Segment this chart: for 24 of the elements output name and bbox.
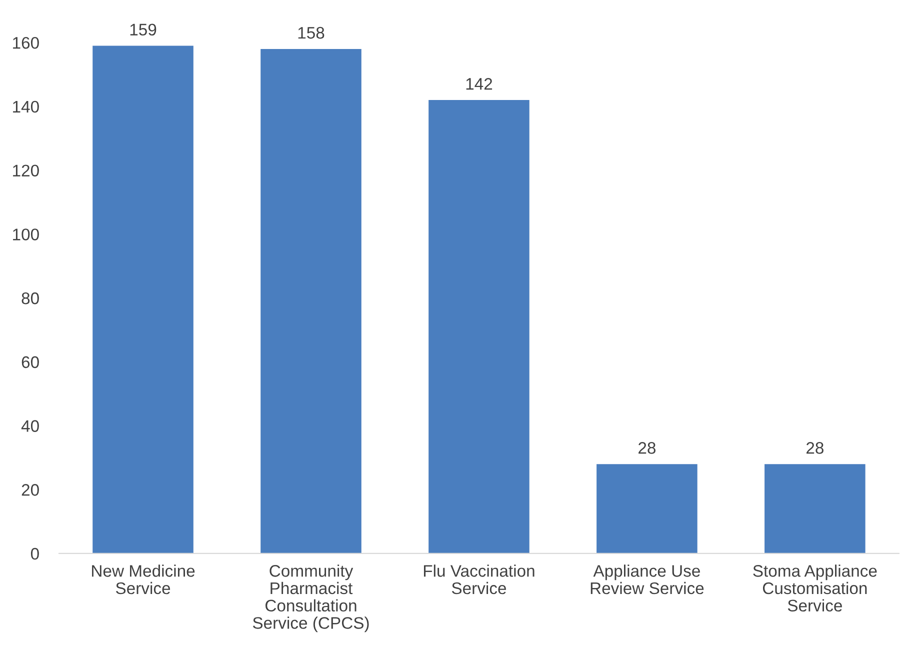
- data-label: 28: [806, 442, 824, 454]
- y-tick-label: 40: [21, 420, 39, 432]
- y-tick-label: 140: [13, 100, 39, 113]
- x-tick-label: Flu Vaccination Service: [424, 564, 534, 594]
- y-tick-label: 120: [13, 164, 39, 177]
- bar: [596, 464, 698, 554]
- x-tick-label: Stoma Appliance Customisation Service: [753, 564, 877, 612]
- y-tick-label: 20: [22, 484, 39, 496]
- y-tick-label: 80: [22, 292, 39, 304]
- y-tick-label: 0: [30, 548, 39, 560]
- data-label: 159: [130, 24, 156, 36]
- data-label: 142: [466, 78, 492, 90]
- bar: [428, 100, 530, 554]
- x-tick-label: New Medicine Service: [92, 564, 195, 594]
- bar: [764, 464, 866, 554]
- x-tick-label: Appliance Use Review Service: [590, 564, 704, 594]
- data-label: 28: [638, 442, 656, 454]
- y-tick-label: 160: [13, 36, 39, 49]
- data-label: 158: [298, 26, 324, 39]
- y-tick-label: 100: [13, 228, 39, 240]
- y-tick-label: 60: [22, 356, 39, 368]
- bar: [92, 46, 194, 554]
- x-tick-label: Community Pharmacist Consultation Service (CPCS): [252, 564, 369, 632]
- bar: [260, 48, 362, 554]
